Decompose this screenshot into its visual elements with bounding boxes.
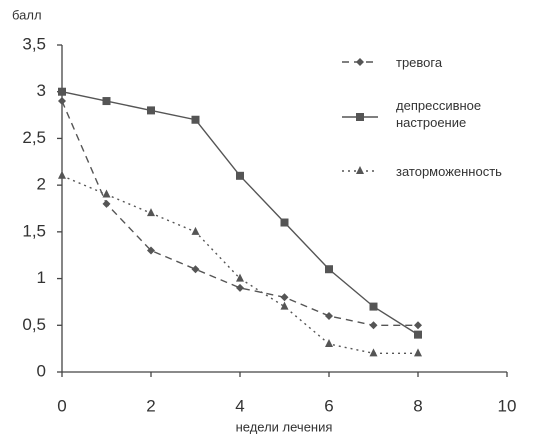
x-tick-label: 6 — [324, 396, 333, 415]
marker — [191, 265, 200, 274]
marker — [325, 338, 333, 347]
marker — [58, 170, 66, 179]
marker — [325, 265, 333, 274]
marker — [414, 330, 422, 339]
x-tick-label: 4 — [235, 396, 244, 415]
y-tick-label: 3,5 — [22, 34, 46, 53]
marker — [58, 87, 66, 96]
marker — [356, 113, 364, 121]
marker — [369, 302, 378, 311]
marker — [280, 301, 289, 310]
marker — [280, 218, 289, 227]
marker — [414, 348, 422, 357]
x-tick-label: 2 — [146, 396, 155, 415]
marker — [325, 311, 333, 320]
x-tick-label: 10 — [498, 396, 517, 415]
legend-label: заторможенность — [396, 163, 502, 179]
marker — [280, 293, 289, 302]
legend-label: депрессивное настроение — [396, 98, 482, 130]
y-tick-label: 0 — [37, 361, 46, 380]
marker — [102, 199, 111, 208]
marker — [147, 106, 155, 115]
marker — [236, 283, 244, 292]
marker — [147, 208, 155, 217]
y-tick-label: 2 — [37, 175, 46, 194]
y-axis-title: балл — [12, 7, 42, 22]
marker — [102, 189, 111, 198]
marker — [102, 97, 111, 106]
x-tick-label: 0 — [57, 396, 66, 415]
marker — [147, 246, 155, 255]
marker — [369, 348, 378, 357]
y-tick-label: 1,5 — [22, 221, 46, 240]
series-line — [61, 100, 418, 326]
x-tick-label: 8 — [413, 396, 422, 415]
marker — [356, 58, 364, 66]
marker — [414, 321, 422, 330]
y-tick-label: 2,5 — [22, 128, 46, 147]
y-tick-label: 0,5 — [22, 315, 46, 334]
legend-label: тревога — [396, 54, 443, 70]
marker — [369, 321, 378, 330]
marker — [236, 171, 244, 180]
marker — [58, 97, 66, 106]
marker — [356, 166, 364, 174]
series-line — [61, 175, 418, 355]
marker — [236, 273, 244, 282]
marker — [191, 115, 200, 124]
y-tick-label: 1 — [37, 268, 46, 287]
marker — [191, 226, 200, 235]
x-axis-title: недели лечения — [236, 419, 333, 434]
y-tick-label: 3 — [37, 81, 46, 100]
